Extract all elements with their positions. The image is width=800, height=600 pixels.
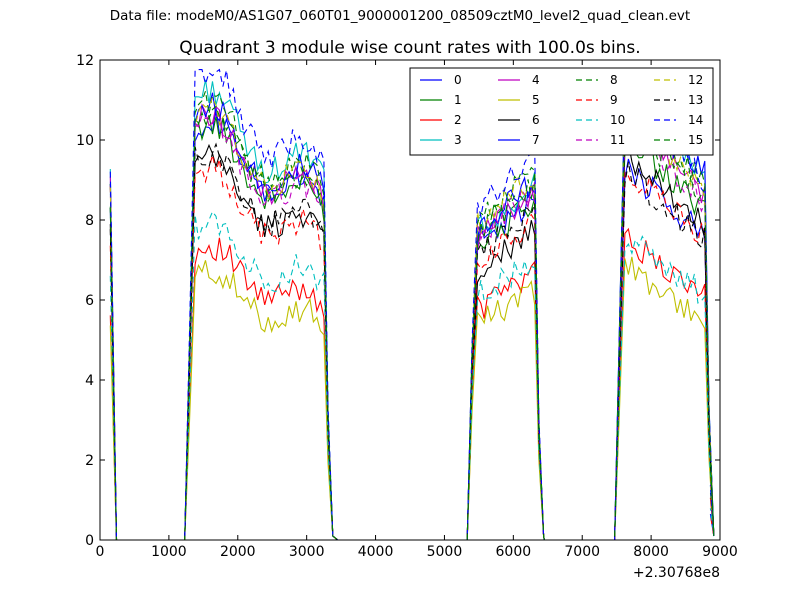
axis-ticks: 0 1000 2000 3000 4000 5000 6000 7000 8000 9000 0 2 4…: [76, 53, 738, 560]
x-tick-label: 9000: [702, 544, 738, 560]
legend-label-6: 6: [532, 113, 540, 127]
legend-label-13: 13: [688, 93, 703, 107]
legend-label-0: 0: [454, 73, 462, 87]
legend-label-12: 12: [688, 73, 703, 87]
x-tick-label: 0: [96, 544, 105, 560]
y-tick-label: 8: [85, 213, 94, 229]
legend-label-3: 3: [454, 133, 462, 147]
data-file-suptitle: Data file: modeM0/AS1G07_060T01_90000012…: [109, 8, 691, 24]
y-tick-label: 4: [85, 373, 94, 389]
x-offset-label: +2.30768e8: [633, 565, 720, 581]
legend-label-11: 11: [610, 133, 625, 147]
legend-label-8: 8: [610, 73, 618, 87]
legend-label-1: 1: [454, 93, 462, 107]
legend-label-14: 14: [688, 113, 703, 127]
series-line-9: [109, 154, 715, 541]
series-line-10: [109, 210, 715, 541]
legend-label-2: 2: [454, 113, 462, 127]
legend-label-15: 15: [688, 133, 703, 147]
x-tick-label: 2000: [220, 544, 256, 560]
x-tick-label: 7000: [564, 544, 600, 560]
x-tick-label: 6000: [496, 544, 532, 560]
x-tick-label: 3000: [289, 544, 325, 560]
series-line-8: [109, 87, 715, 541]
series-line-5: [109, 256, 715, 541]
y-tick-label: 0: [85, 533, 94, 549]
legend-label-5: 5: [532, 93, 540, 107]
legend-label-10: 10: [610, 113, 625, 127]
x-tick-label: 4000: [358, 544, 394, 560]
series-line-6: [109, 141, 715, 541]
y-tick-label: 6: [85, 293, 94, 309]
y-tick-label: 12: [76, 53, 94, 69]
y-tick-label: 2: [85, 453, 94, 469]
x-tick-label: 8000: [633, 544, 669, 560]
legend-label-7: 7: [532, 133, 540, 147]
x-tick-label: 1000: [151, 544, 187, 560]
series-line-2: [109, 227, 715, 541]
chart-title: Quadrant 3 module wise count rates with …: [179, 38, 640, 58]
legend-box: [409, 67, 714, 156]
series-line-15: [109, 105, 715, 541]
legend-label-9: 9: [610, 93, 618, 107]
series-line-11: [109, 114, 715, 541]
x-tick-label: 5000: [427, 544, 463, 560]
legend-label-4: 4: [532, 73, 540, 87]
y-tick-label: 10: [76, 133, 94, 149]
